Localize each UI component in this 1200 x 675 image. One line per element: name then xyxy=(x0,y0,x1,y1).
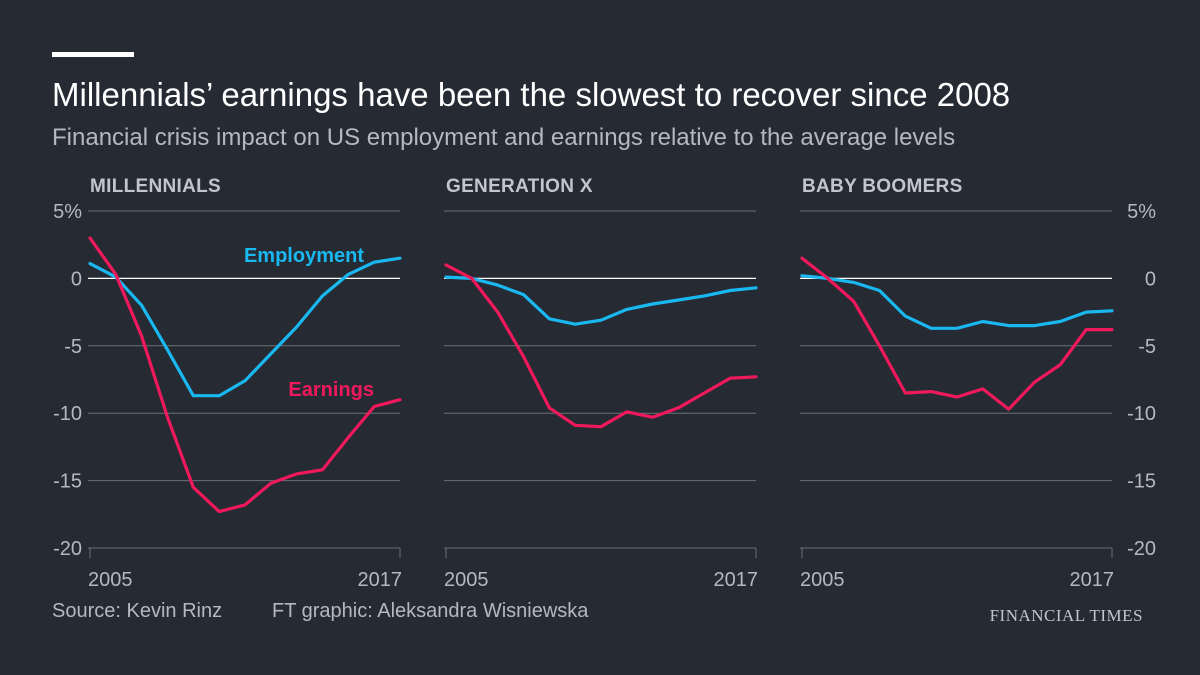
x-tick-label: 2017 xyxy=(714,569,759,591)
panel-title-baby-boomers: BABY BOOMERS xyxy=(802,176,963,197)
employment-series-label: Employment xyxy=(244,245,364,267)
y-tick-label: 5% xyxy=(53,201,82,223)
x-tick-label: 2017 xyxy=(1070,569,1115,591)
y-tick-label: 0 xyxy=(1145,268,1156,290)
x-tick-label: 2005 xyxy=(88,569,133,591)
y-tick-label: -10 xyxy=(53,403,82,425)
y-tick-label: -20 xyxy=(1127,538,1156,560)
earnings-series-label: Earnings xyxy=(288,379,374,401)
graphic-credit: FT graphic: Aleksandra Wisniewska xyxy=(272,600,589,622)
earnings-line xyxy=(444,263,758,429)
y-tick-label: -15 xyxy=(53,471,82,493)
chart-subtitle: Financial crisis impact on US employment… xyxy=(52,124,956,151)
employment-line xyxy=(88,256,402,398)
x-tick-label: 2005 xyxy=(444,569,489,591)
earnings-line xyxy=(88,236,402,514)
x-tick-label: 2017 xyxy=(358,569,403,591)
y-tick-label: -20 xyxy=(53,538,82,560)
y-tick-label: -15 xyxy=(1127,471,1156,493)
y-tick-label: -5 xyxy=(64,336,82,358)
employment-line xyxy=(800,274,1114,330)
panel-title-millennials: MILLENNIALS xyxy=(90,176,222,197)
y-tick-label: -5 xyxy=(1138,336,1156,358)
employment-line xyxy=(444,275,758,326)
chart-title: Millennials’ earnings have been the slow… xyxy=(52,76,1011,113)
panel-1: 2005 2017 xyxy=(444,210,759,591)
top-rule xyxy=(52,52,134,57)
y-tick-label: 0 xyxy=(71,268,82,290)
x-tick-label: 2005 xyxy=(800,569,845,591)
earnings-line xyxy=(800,256,1114,411)
y-tick-label: 5% xyxy=(1127,201,1156,223)
brand-logo: FINANCIAL TIMES xyxy=(989,606,1143,625)
source-note: Source: Kevin Rinz xyxy=(52,600,223,622)
panel-0: 2005 2017 5% 0 -5 -10 -15 -20 xyxy=(53,201,402,591)
panel-title-generation-x: GENERATION X xyxy=(446,176,593,197)
panel-2: 2005 2017 5% 0 -5 -10 -15 -20 xyxy=(800,201,1156,591)
y-tick-label: -10 xyxy=(1127,403,1156,425)
